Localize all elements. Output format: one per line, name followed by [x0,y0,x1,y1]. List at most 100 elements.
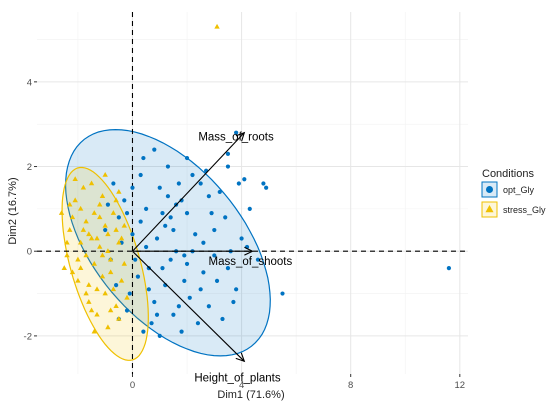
data-point-stress_Gly [83,218,89,224]
data-point-stress_Gly [69,269,76,275]
data-point-opt_Gly [234,287,239,292]
data-point-stress_Gly [94,235,100,241]
data-point-opt_Gly [154,312,160,317]
data-point-opt_Gly [217,189,222,195]
x-tick-label: 4 [239,380,244,391]
data-point-opt_Gly [103,227,108,233]
data-point-opt_Gly [152,299,157,305]
data-point-opt_Gly [182,278,187,283]
data-point-stress_Gly [97,201,103,207]
data-point-opt_Gly [236,181,241,186]
data-point-stress_Gly [80,227,87,232]
data-point-opt_Gly [157,185,162,190]
data-point-stress_Gly [105,248,111,254]
data-point-opt_Gly [135,274,141,279]
data-point-stress_Gly [102,172,108,177]
legend-title: Conditions [482,168,534,180]
data-point-stress_Gly [99,273,106,279]
data-point-stress_Gly [121,260,127,266]
data-point-opt_Gly [206,304,211,309]
data-point-stress_Gly [214,23,220,29]
data-point-stress_Gly [97,214,103,220]
data-point-stress_Gly [113,303,119,309]
data-point-opt_Gly [247,206,252,211]
data-point-opt_Gly [176,304,181,309]
data-point-stress_Gly [88,180,95,186]
data-point-stress_Gly [88,235,95,241]
x-tick-label: 12 [455,380,466,391]
legend-symbol-triangle [485,205,494,213]
data-point-opt_Gly [144,244,149,250]
variable-arrow [132,250,245,362]
data-point-stress_Gly [77,265,84,270]
data-point-stress_Gly [91,210,97,215]
data-point-stress_Gly [99,252,106,258]
data-point-stress_Gly [75,277,81,283]
data-point-opt_Gly [146,287,151,292]
data-point-opt_Gly [163,223,168,228]
data-point-stress_Gly [61,265,67,270]
data-point-stress_Gly [86,282,92,287]
data-point-stress_Gly [110,286,117,292]
data-point-opt_Gly [184,261,190,267]
data-point-stress_Gly [102,290,108,296]
x-axis-label: Dim1 (71.6%) [217,389,284,401]
data-point-stress_Gly [110,210,117,215]
data-point-opt_Gly [209,211,214,216]
data-point-stress_Gly [58,210,65,215]
data-point-stress_Gly [91,260,97,266]
data-point-stress_Gly [121,222,127,228]
data-point-opt_Gly [133,257,138,262]
data-point-stress_Gly [67,227,73,232]
y-axis-label: Dim2 (16.7%) [7,177,19,244]
data-point-opt_Gly [141,329,146,334]
data-point-opt_Gly [154,236,160,241]
data-point-stress_Gly [88,307,95,313]
data-point-stress_Gly [107,256,114,262]
arrow-head [244,246,254,256]
legend-item-opt_Gly: opt_Gly [481,181,535,198]
data-point-opt_Gly [231,299,236,305]
data-point-opt_Gly [261,181,266,186]
data-point-stress_Gly [118,277,125,283]
x-tick-label: 8 [348,380,353,391]
data-point-stress_Gly [113,227,119,232]
variable-label: Height_of_plants [194,372,281,384]
data-point-stress_Gly [124,294,130,300]
data-point-stress_Gly [116,188,122,194]
data-point-stress_Gly [107,269,114,275]
data-point-opt_Gly [171,312,176,317]
data-point-stress_Gly [118,235,125,241]
data-point-opt_Gly [201,270,206,275]
data-point-opt_Gly [446,266,452,271]
data-point-opt_Gly [165,194,171,199]
data-point-opt_Gly [138,172,143,178]
data-point-opt_Gly [122,198,127,203]
y-tick-label: 0 [27,247,32,258]
data-point-stress_Gly [77,239,84,245]
data-point-stress_Gly [83,290,89,296]
y-tick-label: 2 [27,162,32,173]
data-point-opt_Gly [225,266,231,271]
y-tick-label: 4 [27,77,32,88]
data-point-opt_Gly [195,321,201,326]
data-point-opt_Gly [184,211,190,216]
data-point-opt_Gly [149,321,154,326]
legend-label: opt_Gly [503,185,535,195]
data-point-opt_Gly [105,202,111,207]
data-point-stress_Gly [77,205,84,211]
y-tick-label: -2 [24,331,32,342]
data-point-opt_Gly [160,211,165,216]
data-point-stress_Gly [94,286,100,292]
data-point-opt_Gly [144,206,149,211]
data-point-stress_Gly [83,252,89,258]
data-point-opt_Gly [212,227,217,233]
data-point-opt_Gly [242,177,247,182]
data-point-opt_Gly [190,172,195,178]
data-point-stress_Gly [75,256,81,262]
data-point-opt_Gly [182,253,187,258]
data-point-opt_Gly [187,295,192,300]
data-point-opt_Gly [220,316,225,322]
